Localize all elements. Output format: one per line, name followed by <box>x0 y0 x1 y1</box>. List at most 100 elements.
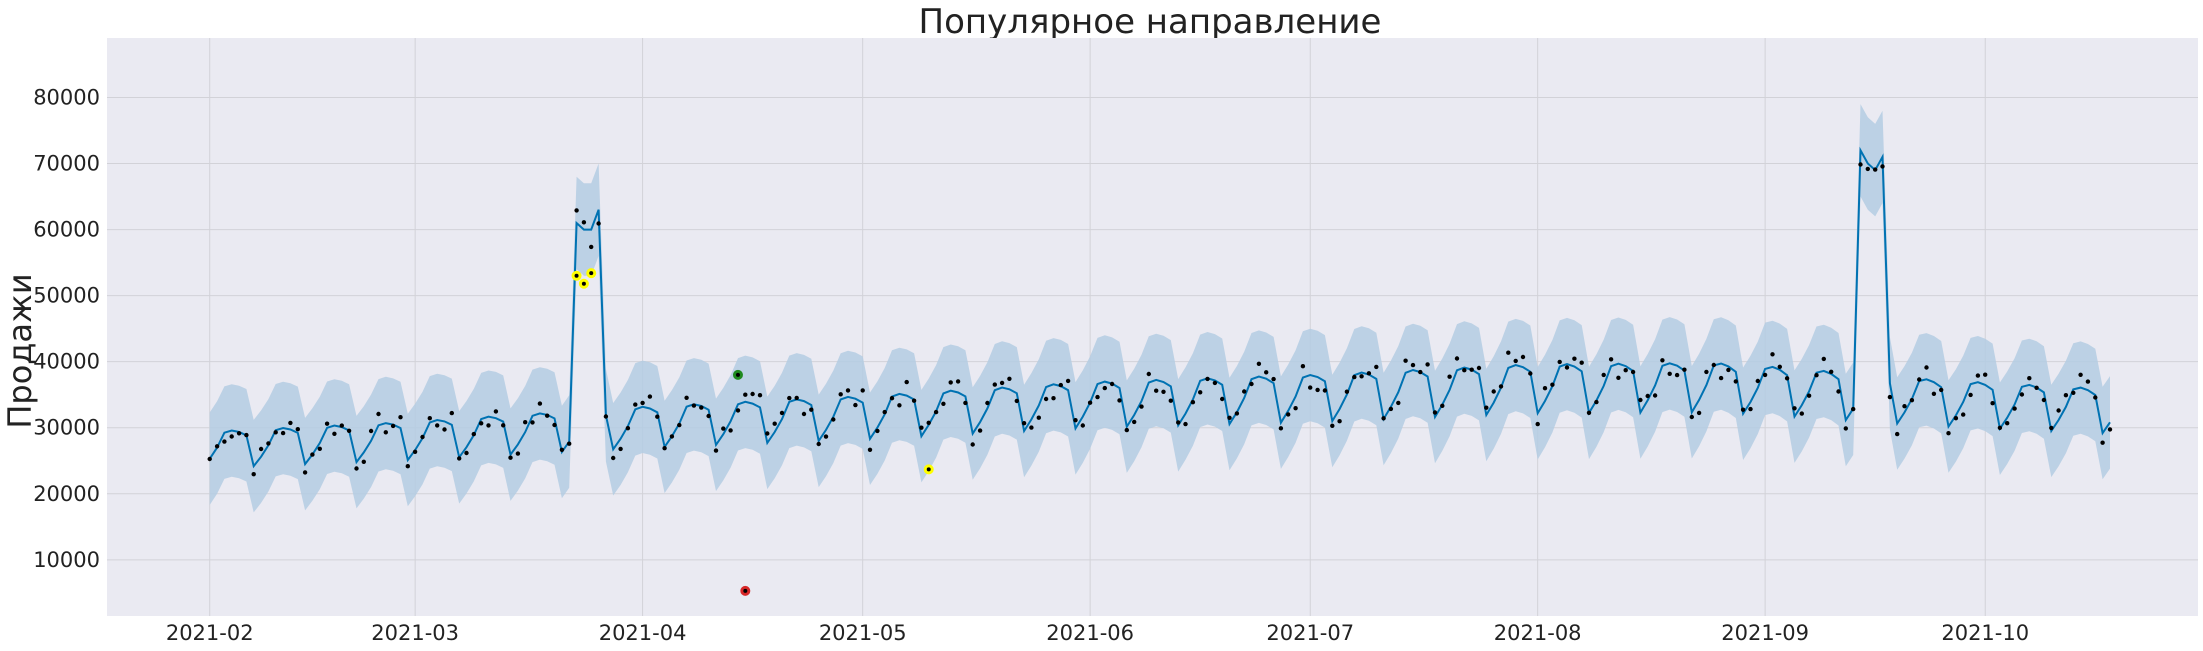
observed-point <box>1865 166 1871 172</box>
observed-point <box>1264 370 1269 375</box>
x-tick-label: 2021-04 <box>599 621 687 645</box>
highlight-point-center <box>735 372 740 377</box>
observed-point <box>1198 390 1203 395</box>
observed-point <box>537 401 543 406</box>
x-tick-label: 2021-10 <box>1941 621 2029 645</box>
observed-point <box>1403 358 1408 363</box>
observed-point <box>1506 350 1511 355</box>
x-tick-label: 2021-09 <box>1721 621 1809 645</box>
observed-point <box>721 426 726 431</box>
observed-point <box>457 456 462 461</box>
observed-point <box>1674 372 1680 378</box>
observed-point <box>977 428 983 433</box>
observed-point <box>955 379 961 384</box>
observed-point <box>383 430 388 435</box>
x-tick-label: 2021-08 <box>1494 621 1582 645</box>
observed-point <box>985 400 990 406</box>
observed-point <box>1513 358 1518 364</box>
observed-point <box>1829 369 1834 374</box>
observed-point <box>1806 393 1812 398</box>
observed-point <box>1080 423 1086 428</box>
observed-point <box>2107 427 2113 432</box>
observed-point <box>412 449 418 454</box>
observed-point <box>1190 400 1196 405</box>
observed-point <box>1205 376 1210 382</box>
observed-point <box>486 423 491 428</box>
observed-point <box>545 413 550 418</box>
observed-point <box>1528 371 1533 376</box>
y-tick-label: 20000 <box>33 482 100 506</box>
observed-point <box>1418 369 1423 375</box>
observed-point <box>1227 415 1232 420</box>
observed-point <box>523 420 528 425</box>
observed-point <box>948 380 953 385</box>
observed-point <box>933 409 939 415</box>
observed-point <box>508 455 513 460</box>
observed-point <box>515 451 521 456</box>
observed-point <box>1542 386 1548 391</box>
observed-point <box>1895 431 1900 437</box>
x-tick-label: 2021-02 <box>166 621 254 645</box>
observed-point <box>1652 393 1658 398</box>
observed-point <box>1975 373 1981 378</box>
observed-point <box>816 441 821 447</box>
observed-point <box>1315 387 1320 393</box>
observed-point <box>1961 412 1966 417</box>
observed-point <box>1645 393 1650 399</box>
observed-point <box>1586 410 1592 415</box>
observed-point <box>1234 411 1240 416</box>
observed-point <box>1968 392 1973 398</box>
observed-point <box>1902 404 1907 409</box>
observed-point <box>845 388 851 393</box>
observed-point <box>713 448 719 453</box>
observed-point <box>1873 167 1878 172</box>
observed-point <box>1344 389 1350 394</box>
observed-point <box>1396 400 1401 406</box>
observed-point <box>1043 396 1049 402</box>
y-axis-label: Продажи <box>1 273 39 428</box>
observed-point <box>779 410 785 416</box>
observed-point <box>449 410 454 416</box>
observed-point <box>258 446 264 452</box>
observed-point <box>1432 410 1438 415</box>
observed-point <box>1660 358 1665 363</box>
observed-point <box>1858 162 1863 167</box>
observed-point <box>1381 416 1386 421</box>
observed-point <box>919 425 924 430</box>
observed-points <box>207 162 2113 477</box>
observed-point <box>1726 367 1731 373</box>
observed-point <box>567 441 572 446</box>
observed-point <box>911 398 917 403</box>
observed-point <box>1851 406 1856 412</box>
observed-point <box>1579 360 1584 365</box>
observed-point <box>860 388 865 393</box>
observed-point <box>1770 352 1775 357</box>
observed-point <box>853 402 858 408</box>
observed-point <box>2100 440 2105 445</box>
observed-point <box>735 408 741 413</box>
observed-point <box>838 392 843 397</box>
observed-point <box>273 430 278 435</box>
observed-point <box>2063 393 2069 398</box>
observed-point <box>302 470 308 475</box>
observed-point <box>787 395 792 401</box>
observed-point <box>1594 399 1599 405</box>
observed-point <box>765 431 770 436</box>
observed-point <box>1425 362 1430 367</box>
highlight-point-center <box>926 467 931 472</box>
observed-point <box>897 403 902 408</box>
observed-point <box>214 444 220 449</box>
observed-point <box>324 421 330 426</box>
observed-point <box>1447 374 1452 379</box>
observed-point <box>596 221 601 226</box>
observed-point <box>669 434 675 439</box>
x-tick-label: 2021-03 <box>371 621 459 645</box>
observed-point <box>772 421 777 426</box>
observed-point <box>823 434 829 439</box>
observed-point <box>2056 408 2061 413</box>
observed-point <box>1293 406 1298 411</box>
highlight-point-center <box>743 588 748 593</box>
observed-point <box>867 447 873 452</box>
observed-point <box>1124 427 1130 433</box>
observed-point <box>1330 423 1335 428</box>
